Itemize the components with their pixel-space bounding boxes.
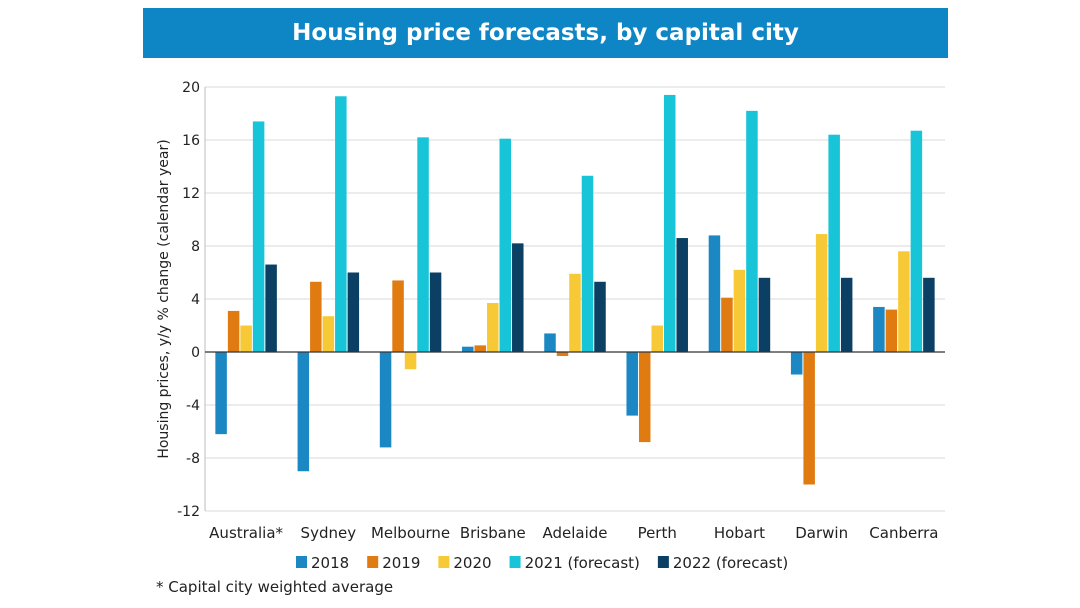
- category-label: Sydney: [301, 524, 357, 542]
- bar: [708, 235, 721, 352]
- category-label: Darwin: [795, 524, 848, 542]
- bar: [335, 96, 347, 353]
- category-label: Canberra: [869, 524, 938, 542]
- bar: [828, 134, 840, 352]
- legend-swatch: [657, 556, 669, 568]
- y-tick-label: 8: [191, 239, 200, 255]
- chart-title-banner: Housing price forecasts, by capital city: [143, 8, 948, 58]
- bar: [544, 333, 556, 352]
- bar: [676, 238, 688, 352]
- y-tick-label: -4: [186, 398, 200, 414]
- bar: [265, 264, 277, 352]
- bar: [252, 121, 265, 352]
- legend-label: 2020: [453, 554, 491, 572]
- bar: [651, 325, 663, 352]
- category-label: Australia*: [209, 524, 283, 542]
- category-labels: Australia* Sydney Melbourne Brisbane Adelaid…: [209, 524, 938, 542]
- y-tick-label: 4: [191, 292, 200, 308]
- bar: [626, 352, 638, 416]
- bar: [474, 345, 487, 352]
- bar: [910, 130, 923, 352]
- bar: [758, 277, 771, 352]
- bar: [803, 352, 815, 485]
- bar: [487, 302, 499, 352]
- bar: [512, 243, 524, 352]
- legend-swatch: [367, 556, 379, 568]
- legend-label: 2018: [311, 554, 349, 572]
- y-tick-labels: -12 -8 -4 0 4 8 12 16 20: [177, 80, 200, 520]
- legend-label: 2021 (forecast): [525, 554, 640, 572]
- bars: [215, 94, 935, 485]
- bar: [322, 316, 335, 352]
- legend: 2018 2019 2020 2021 (forecast) 2022 (forecas…: [296, 554, 788, 572]
- bar: [499, 138, 512, 352]
- bar: [873, 306, 885, 352]
- bar: [215, 352, 227, 435]
- bar: [347, 272, 360, 352]
- y-axis-label: Housing prices, y/y % change (calendar y…: [156, 139, 172, 458]
- bar: [417, 137, 429, 352]
- axes: [204, 87, 945, 511]
- bar: [733, 269, 746, 352]
- category-label: Brisbane: [460, 524, 526, 542]
- bar: [638, 352, 651, 443]
- legend-label: 2019: [382, 554, 420, 572]
- bar: [404, 352, 417, 370]
- bar: [885, 309, 898, 352]
- bar: [379, 352, 392, 448]
- bar: [594, 281, 606, 352]
- bar: [462, 346, 474, 352]
- bar: [569, 273, 581, 352]
- category-label: Hobart: [714, 524, 765, 542]
- bar: [556, 352, 569, 356]
- y-tick-label: 12: [182, 186, 200, 202]
- bar: [310, 281, 322, 352]
- bar: [746, 110, 758, 352]
- y-tick-label: -12: [177, 504, 200, 520]
- bar: [790, 352, 803, 375]
- footnote: * Capital city weighted average: [156, 578, 394, 596]
- bar: [581, 175, 594, 352]
- category-label: Perth: [638, 524, 677, 542]
- bar: [663, 94, 676, 352]
- legend-swatch: [296, 556, 307, 568]
- bar: [840, 277, 853, 352]
- bar: [898, 251, 910, 352]
- category-label: Melbourne: [371, 524, 450, 542]
- bar: [392, 280, 404, 352]
- y-tick-label: -8: [186, 451, 200, 467]
- bar: [721, 297, 733, 352]
- bar: [923, 277, 935, 352]
- y-tick-label: 0: [191, 345, 200, 361]
- category-label: Adelaide: [542, 524, 607, 542]
- y-tick-label: 20: [182, 80, 200, 96]
- legend-swatch: [438, 556, 450, 568]
- bar: [227, 310, 240, 352]
- legend-label: 2022 (forecast): [673, 554, 788, 572]
- legend-swatch: [509, 556, 521, 568]
- chart-title: Housing price forecasts, by capital city: [292, 20, 799, 46]
- y-tick-label: 16: [182, 133, 200, 149]
- bar: [815, 234, 828, 352]
- bar: [240, 325, 252, 352]
- bar: [429, 272, 442, 352]
- bar: [297, 352, 310, 472]
